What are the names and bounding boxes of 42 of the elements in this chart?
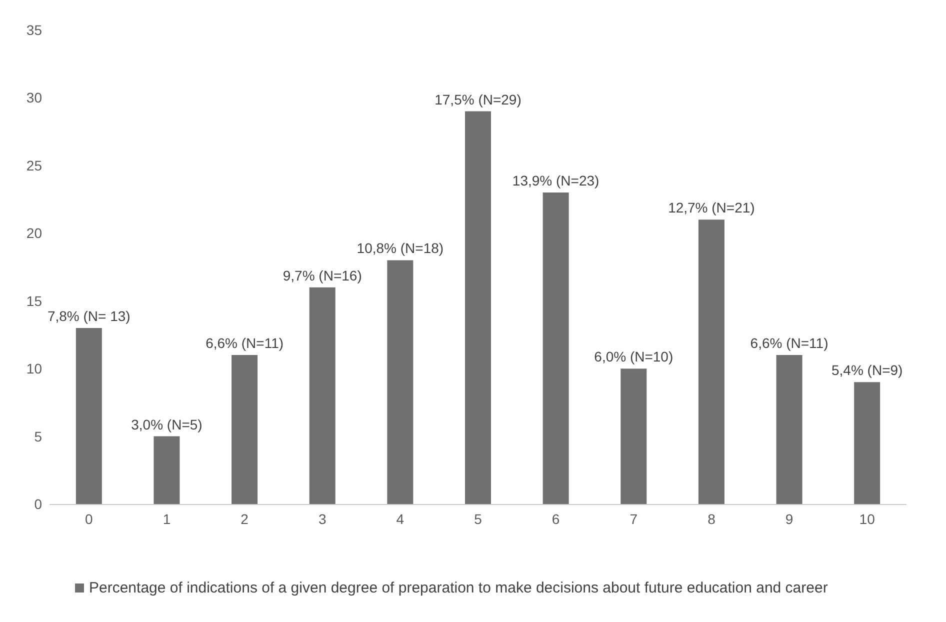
bar xyxy=(854,382,880,504)
data-label: 17,5% (N=29) xyxy=(434,91,522,108)
data-label: 6,0% (N=10) xyxy=(594,348,674,365)
x-tick-label: 10 xyxy=(859,511,876,527)
y-tick-label: 20 xyxy=(26,225,42,242)
data-label: 13,9% (N=23) xyxy=(512,172,600,189)
y-tick-label: 25 xyxy=(26,157,42,174)
data-label: 3,0% (N=5) xyxy=(131,416,202,432)
y-tick-label: 15 xyxy=(26,292,42,309)
legend-label: Percentage of indications of a given degree of preparation to make decisions about future education and career xyxy=(89,580,828,596)
bar xyxy=(465,111,491,504)
data-label: 5,4% (N=9) xyxy=(831,362,903,378)
data-label: 6,6% (N=11) xyxy=(206,335,284,352)
y-tick-label: 5 xyxy=(34,428,42,444)
x-tick-label: 2 xyxy=(240,511,249,527)
x-tick-label: 6 xyxy=(552,511,560,527)
y-tick-label: 30 xyxy=(26,90,42,106)
bar xyxy=(76,328,102,504)
y-tick-label: 0 xyxy=(34,496,42,512)
bar xyxy=(620,368,647,504)
x-tick-label: 5 xyxy=(474,511,482,527)
data-label: 6,6% (N=11) xyxy=(750,335,828,352)
bar xyxy=(698,220,724,504)
bar xyxy=(776,355,802,504)
bar xyxy=(387,260,414,504)
x-tick-label: 0 xyxy=(85,511,94,527)
x-tick-label: 1 xyxy=(162,511,171,527)
x-tick-label: 9 xyxy=(785,511,794,527)
x-tick-label: 4 xyxy=(396,511,404,527)
data-label: 12,7% (N=21) xyxy=(668,200,755,216)
bar xyxy=(154,436,180,504)
data-label: 10,8% (N=18) xyxy=(356,240,444,256)
data-label: 9,7% (N=16) xyxy=(282,267,362,284)
bar xyxy=(542,192,569,504)
x-tick-label: 8 xyxy=(708,511,716,527)
bar xyxy=(309,287,336,504)
data-label: 7,8% (N= 13) xyxy=(47,308,130,324)
bar xyxy=(232,355,258,504)
x-tick-label: 3 xyxy=(318,511,326,527)
y-tick-label: 10 xyxy=(26,360,42,377)
y-tick-label: 35 xyxy=(26,22,42,38)
x-tick-label: 7 xyxy=(630,511,638,527)
